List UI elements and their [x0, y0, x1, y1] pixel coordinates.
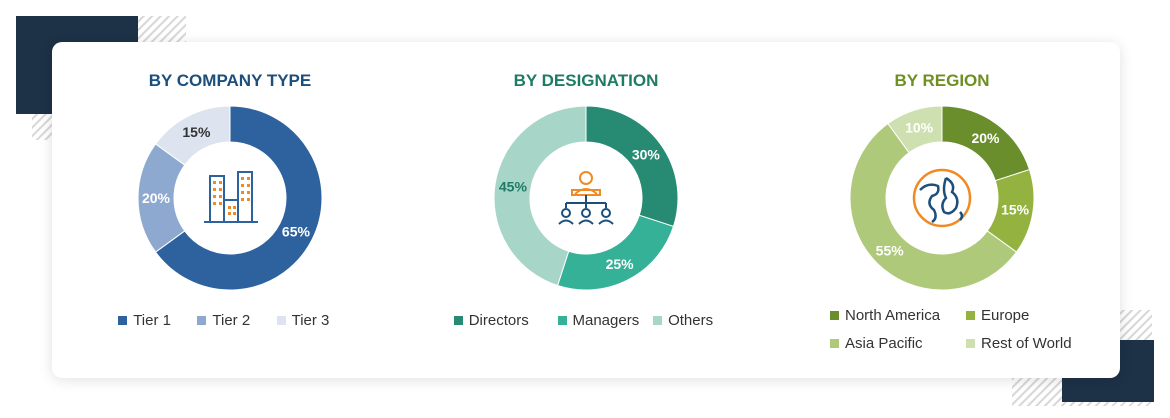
- legend-swatch: [453, 316, 463, 325]
- chart-title: BY DESIGNATION: [513, 71, 659, 90]
- data-label: 30%: [632, 147, 661, 163]
- legend-label: Managers: [572, 312, 640, 329]
- slice-rest-of-world: [887, 105, 943, 154]
- chart-title: BY REGION: [894, 71, 990, 90]
- legend-item-north-america: North America: [830, 307, 940, 324]
- data-label: 55%: [876, 242, 905, 258]
- slice-asia-pacific: [849, 122, 1018, 291]
- panel-region: BY REGION 20% 15% 55% 10% North America Euro…: [764, 42, 1120, 378]
- legend-swatch: [557, 316, 567, 325]
- legend-label: Tier 1: [133, 312, 171, 329]
- slice-directors: [585, 105, 679, 228]
- buildings-icon: [204, 171, 258, 223]
- legend-swatch: [966, 311, 975, 320]
- legend-item-others: Others: [653, 312, 713, 329]
- legend-swatch: [276, 316, 286, 325]
- slice-tier-1: [154, 105, 323, 291]
- legend-label: Tier 2: [212, 312, 251, 329]
- chart-title: BY COMPANY TYPE: [148, 71, 312, 90]
- globe-icon: [912, 168, 972, 228]
- team-hierarchy-icon: [558, 171, 614, 225]
- data-label: 20%: [142, 190, 171, 206]
- legend-item-rest-of-world: Rest of World: [966, 335, 1072, 352]
- legend-item-tier-3: Tier 3: [276, 312, 330, 329]
- slice-others: [493, 105, 587, 287]
- data-label: 65%: [282, 224, 311, 240]
- legend-item-directors: Directors: [453, 312, 529, 329]
- data-label: 20%: [971, 130, 1000, 146]
- legend-item-asia-pacific: Asia Pacific: [830, 335, 923, 352]
- data-label: 15%: [182, 124, 211, 140]
- legend-swatch: [830, 311, 839, 320]
- charts-card: BY COMPANY TYPE 65% 20% 15% Tier 1 Tier 2 Ti…: [52, 42, 1120, 378]
- donut-chart-region: 20% 15% 55% 10%: [849, 105, 1035, 291]
- legend-label: Rest of World: [981, 335, 1072, 352]
- legend-swatch: [197, 316, 207, 325]
- donut-chart-company-type: 65% 20% 15%: [137, 105, 323, 291]
- legend-swatch: [830, 339, 839, 348]
- data-label: 10%: [905, 120, 934, 136]
- legend-label: Others: [668, 312, 714, 329]
- data-label: 25%: [606, 256, 635, 272]
- legend-label: Directors: [468, 312, 529, 329]
- legend-label: Tier 3: [291, 312, 330, 329]
- legend-label: Europe: [981, 307, 1030, 324]
- legend-item-europe: Europe: [966, 307, 1029, 324]
- legend-item-tier-1: Tier 1: [118, 312, 171, 329]
- data-label: 45%: [499, 178, 528, 194]
- donut-chart-designation: 30% 25% 45%: [493, 105, 679, 291]
- panel-designation: BY DESIGNATION 30% 25% 45% Directors Manage…: [408, 42, 764, 378]
- legend-label: North America: [845, 307, 941, 324]
- slice-managers: [556, 214, 675, 291]
- panel-company-type: BY COMPANY TYPE 65% 20% 15% Tier 1 Tier 2 Ti…: [52, 42, 408, 378]
- legend-label: Asia Pacific: [845, 335, 923, 352]
- legend-swatch: [118, 316, 128, 325]
- slice-tier-3: [154, 105, 231, 166]
- legend-item-tier-2: Tier 2: [197, 312, 250, 329]
- data-label: 15%: [1001, 202, 1030, 218]
- legend-swatch: [653, 316, 663, 325]
- legend-item-managers: Managers: [557, 312, 640, 329]
- legend-swatch: [966, 339, 975, 348]
